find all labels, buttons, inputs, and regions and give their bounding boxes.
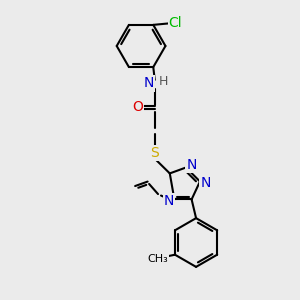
Text: N: N xyxy=(144,76,154,90)
Text: Cl: Cl xyxy=(169,16,182,30)
Text: CH₃: CH₃ xyxy=(148,254,168,264)
Text: N: N xyxy=(164,194,174,208)
Text: S: S xyxy=(150,146,159,160)
Text: N: N xyxy=(200,176,211,190)
Text: O: O xyxy=(132,100,143,114)
Text: H: H xyxy=(158,75,168,88)
Text: N: N xyxy=(186,158,196,172)
